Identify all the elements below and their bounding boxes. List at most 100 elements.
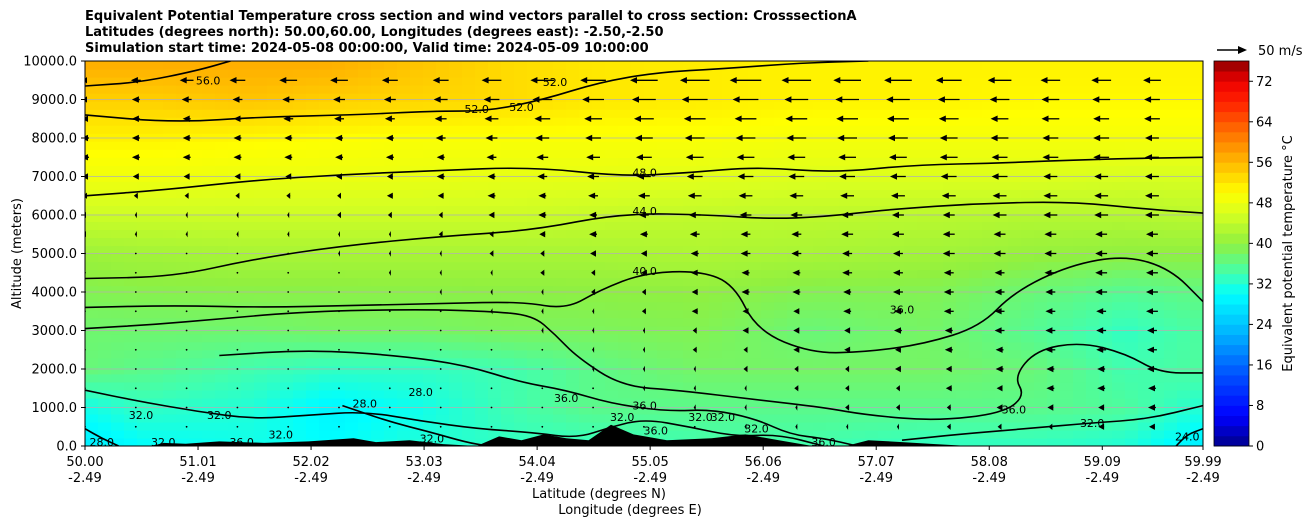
field-cell xyxy=(410,325,424,335)
field-cell xyxy=(774,77,788,86)
field-cell xyxy=(319,365,333,375)
field-cell xyxy=(995,429,1009,439)
field-cell xyxy=(670,421,684,431)
field-cell xyxy=(345,269,359,279)
field-cell xyxy=(501,301,515,311)
field-cell xyxy=(670,245,684,255)
field-cell xyxy=(267,325,281,335)
field-cell xyxy=(553,349,567,359)
field-cell xyxy=(241,165,255,174)
field-cell xyxy=(163,421,177,431)
field-cell xyxy=(202,237,216,247)
wind-vector xyxy=(1146,269,1158,276)
field-cell xyxy=(267,405,281,415)
field-cell xyxy=(1151,253,1165,263)
field-cell xyxy=(800,357,814,367)
field-cell xyxy=(1060,117,1074,126)
contour-label: 28.0 xyxy=(90,436,115,449)
field-cell xyxy=(826,285,840,295)
field-cell xyxy=(982,93,996,102)
field-cell xyxy=(1138,285,1152,295)
field-cell xyxy=(891,77,905,86)
field-cell xyxy=(670,93,684,102)
field-cell xyxy=(358,93,372,102)
field-cell xyxy=(371,197,385,206)
field-cell xyxy=(345,349,359,359)
field-cell xyxy=(579,301,593,311)
field-cell xyxy=(267,205,281,214)
field-cell xyxy=(943,69,957,78)
field-cell xyxy=(917,421,931,431)
field-cell xyxy=(319,253,333,263)
field-cell xyxy=(969,285,983,295)
field-cell xyxy=(384,365,398,375)
field-cell xyxy=(618,133,632,142)
field-cell xyxy=(475,405,489,415)
field-cell xyxy=(1177,421,1191,431)
field-cell xyxy=(462,397,476,407)
field-cell xyxy=(423,357,437,367)
field-cell xyxy=(1138,293,1152,303)
field-cell xyxy=(1086,301,1100,311)
field-cell xyxy=(1190,277,1203,287)
field-cell xyxy=(839,405,853,415)
field-cell xyxy=(735,101,749,110)
field-cell xyxy=(735,309,749,319)
field-cell xyxy=(293,213,307,223)
field-cell xyxy=(618,221,632,231)
field-cell xyxy=(748,325,762,335)
field-cell xyxy=(618,141,632,150)
wind-vector xyxy=(793,327,800,334)
field-cell xyxy=(267,181,281,190)
field-cell xyxy=(1125,117,1139,126)
field-cell xyxy=(683,429,697,439)
field-cell xyxy=(917,269,931,279)
field-cell xyxy=(605,165,619,174)
field-cell xyxy=(410,125,424,134)
field-cell xyxy=(384,253,398,263)
field-cell xyxy=(748,205,762,214)
field-cell xyxy=(293,421,307,431)
field-cell xyxy=(1190,261,1203,271)
field-cell xyxy=(1099,85,1113,94)
field-cell xyxy=(202,261,216,271)
field-cell xyxy=(800,325,814,335)
field-cell xyxy=(826,437,840,446)
field-cell xyxy=(787,61,801,70)
field-cell xyxy=(657,141,671,150)
field-cell xyxy=(605,77,619,86)
field-cell xyxy=(982,141,996,150)
field-cell xyxy=(878,261,892,271)
wind-vector xyxy=(992,211,1007,219)
field-cell xyxy=(150,229,164,239)
field-cell xyxy=(137,109,151,118)
field-cell xyxy=(670,221,684,231)
field-cell xyxy=(683,109,697,118)
field-cell xyxy=(280,405,294,415)
field-cell xyxy=(1138,229,1152,239)
wind-vector xyxy=(438,211,443,219)
field-cell xyxy=(956,221,970,231)
field-cell xyxy=(215,165,229,174)
field-cell xyxy=(319,69,333,78)
field-cell xyxy=(644,61,658,70)
field-cell xyxy=(85,213,99,223)
field-cell xyxy=(839,397,853,407)
field-cell xyxy=(436,205,450,214)
field-cell xyxy=(1164,349,1178,359)
field-cell xyxy=(202,421,216,431)
field-cell xyxy=(124,253,138,263)
field-cell xyxy=(774,349,788,359)
wind-vector xyxy=(642,327,645,334)
field-cell xyxy=(1138,261,1152,271)
field-cell xyxy=(969,93,983,102)
wind-vector xyxy=(388,387,391,390)
wind-vector xyxy=(1143,77,1161,84)
field-cell xyxy=(813,309,827,319)
field-cell xyxy=(215,117,229,126)
field-cell xyxy=(566,189,580,198)
field-cell xyxy=(735,197,749,206)
field-cell xyxy=(1190,309,1203,319)
field-cell xyxy=(1177,141,1191,150)
field-cell xyxy=(228,413,242,423)
